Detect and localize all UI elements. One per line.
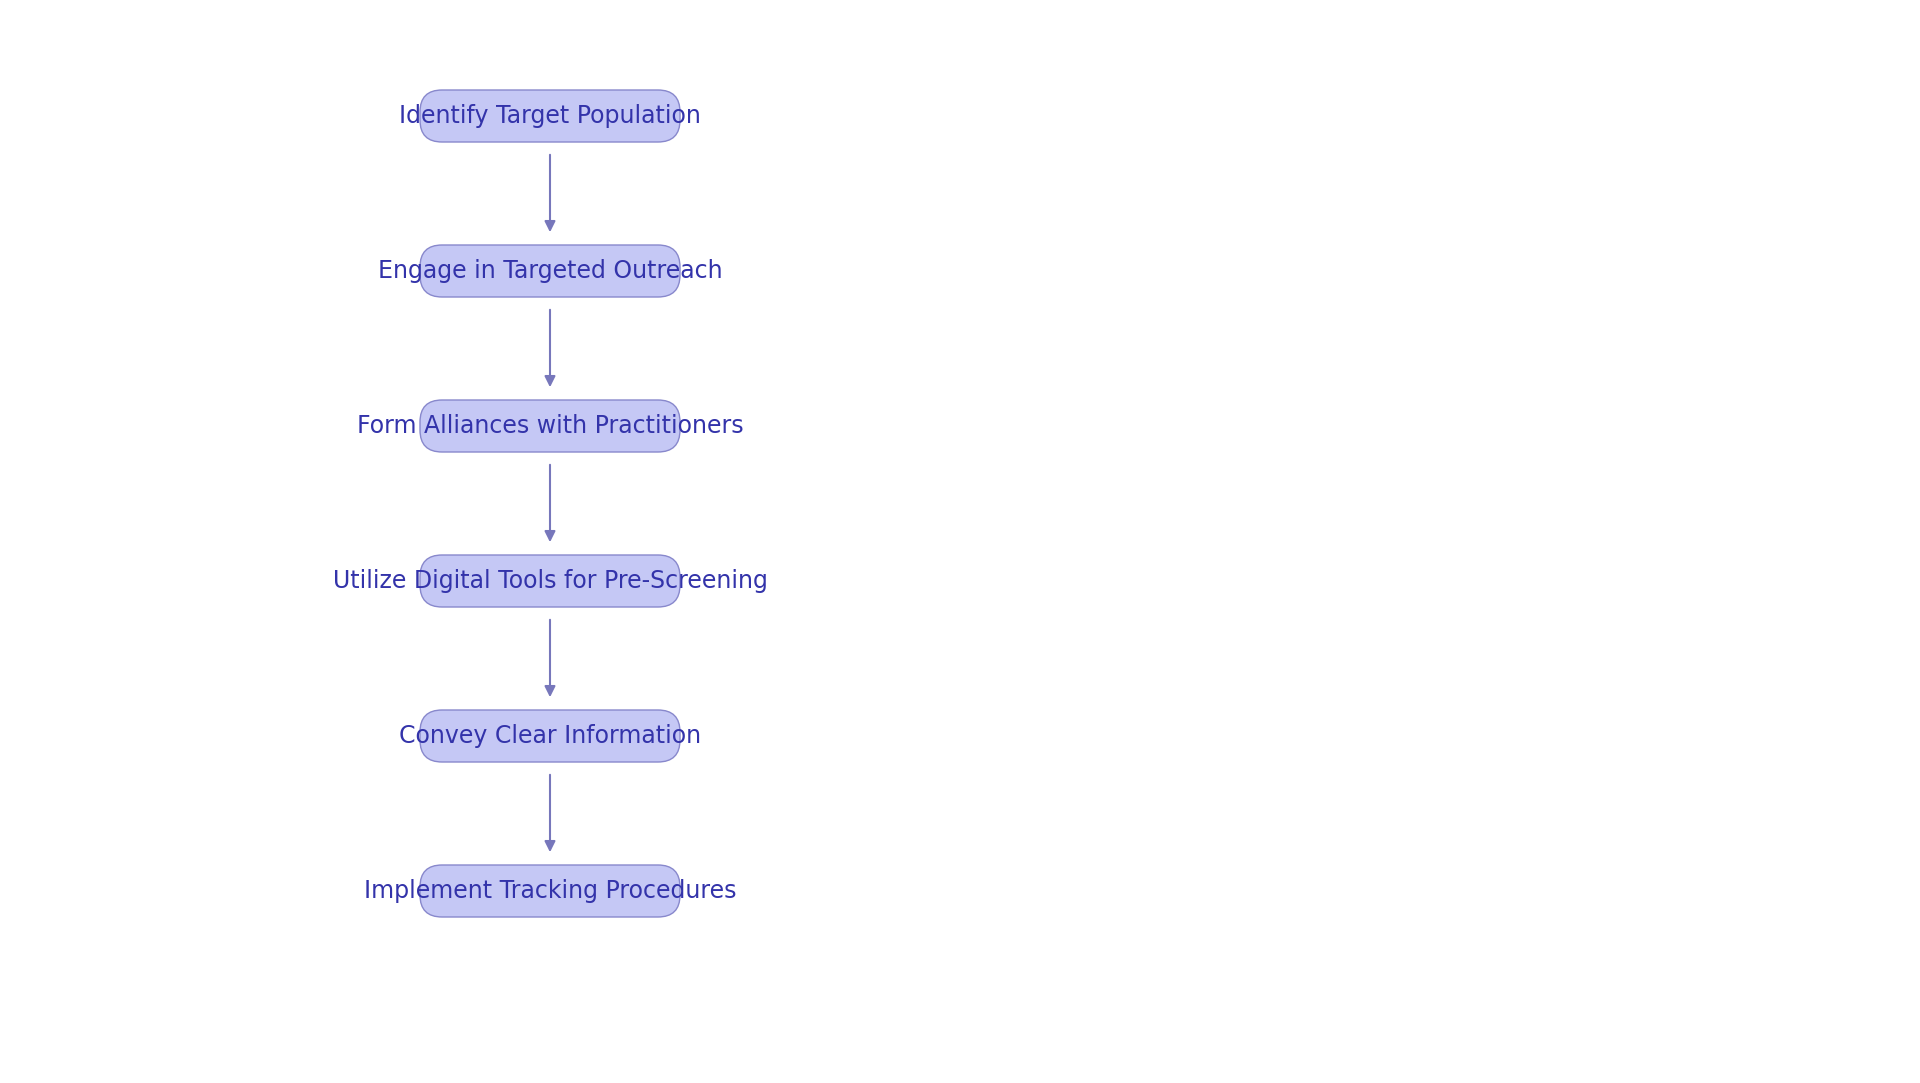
Text: Form Alliances with Practitioners: Form Alliances with Practitioners [357, 414, 743, 438]
Text: Implement Tracking Procedures: Implement Tracking Procedures [363, 879, 735, 903]
Text: Utilize Digital Tools for Pre-Screening: Utilize Digital Tools for Pre-Screening [332, 569, 768, 593]
Text: Engage in Targeted Outreach: Engage in Targeted Outreach [378, 259, 722, 283]
FancyBboxPatch shape [420, 554, 680, 606]
FancyBboxPatch shape [420, 865, 680, 917]
FancyBboxPatch shape [420, 400, 680, 452]
FancyBboxPatch shape [420, 245, 680, 297]
FancyBboxPatch shape [420, 710, 680, 762]
Text: Convey Clear Information: Convey Clear Information [399, 725, 701, 748]
FancyBboxPatch shape [420, 90, 680, 142]
Text: Identify Target Population: Identify Target Population [399, 104, 701, 128]
